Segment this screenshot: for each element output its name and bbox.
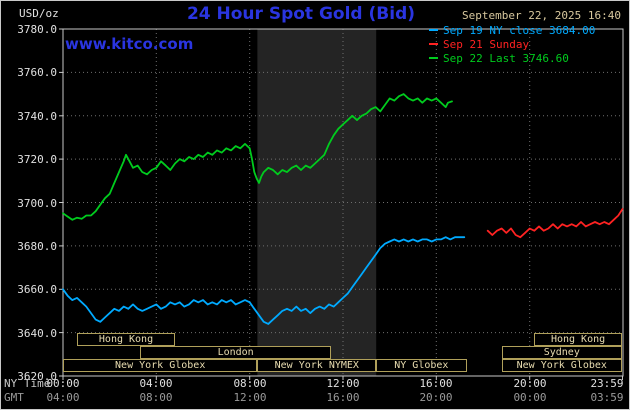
legend-label-sep22: Sep 22 Last 3746.60: [443, 52, 569, 65]
y-tick-label: 3740.0: [17, 110, 57, 123]
ny-time-tick-label: 04:00: [139, 377, 173, 390]
legend-line-swatch-sep21: [429, 43, 438, 45]
gmt-tick-label: 03:59: [590, 391, 624, 404]
chart-legend: Sep 19 NY close 3684.00 Sep 21 Sunday Se…: [429, 24, 595, 66]
y-tick-label: 3780.0: [17, 23, 57, 36]
session-box-new-york-globex: New York Globex: [501, 359, 622, 372]
legend-item-sep22-last: Sep 22 Last 3746.60: [429, 52, 595, 66]
y-tick-label: 3660.0: [17, 283, 57, 296]
legend-item-sep21-sunday: Sep 21 Sunday: [429, 38, 595, 52]
y-tick-label: 3680.0: [17, 240, 57, 253]
plot-border: [62, 28, 624, 377]
y-tick-label: 3700.0: [17, 197, 57, 210]
session-box-new-york-globex: New York Globex: [63, 359, 258, 372]
legend-label-sep19: Sep 19 NY close 3684.00: [443, 24, 596, 37]
units-label: USD/oz: [19, 7, 59, 20]
ny-time-tick-label: 12:00: [326, 377, 360, 390]
nymex-hours-band: [257, 29, 377, 376]
ny-time-tick-label: 16:00: [419, 377, 453, 390]
datetime-label: September 22, 2025 16:40: [462, 9, 621, 22]
ny-time-tick-label: 08:00: [233, 377, 267, 390]
chart-title: 24 Hour Spot Gold (Bid): [186, 4, 416, 24]
kitco-website-link[interactable]: www.kitco.com: [65, 35, 194, 53]
legend-line-swatch-sep19: [429, 29, 438, 31]
y-tick-label: 3640.0: [17, 327, 57, 340]
session-box-hong-kong: Hong Kong: [77, 333, 175, 346]
gmt-tick-label: 04:00: [46, 391, 80, 404]
gmt-tick-label: 00:00: [513, 391, 547, 404]
legend-label-sep21: Sep 21 Sunday: [443, 38, 530, 51]
ny-time-tick-label: 23:59: [590, 377, 624, 390]
session-box-new-york-nymex: New York NYMEX: [257, 359, 377, 372]
series-sep22: [62, 93, 453, 221]
ny-time-tick-label: 20:00: [513, 377, 547, 390]
ny-time-tick-label: 00:00: [46, 377, 80, 390]
y-tick-label: 3620.0: [17, 370, 57, 383]
series-sep21: [486, 208, 624, 239]
series-sep19: [62, 236, 466, 325]
session-box-london: London: [140, 346, 332, 359]
gmt-tick-label: 20:00: [419, 391, 453, 404]
gmt-tick-label: 16:00: [326, 391, 360, 404]
legend-line-swatch-sep22: [429, 57, 438, 59]
y-tick-label: 3720.0: [17, 153, 57, 166]
session-box-hong-kong: Hong Kong: [534, 333, 622, 346]
y-tick-label: 3760.0: [17, 66, 57, 79]
gmt-tick-label: 12:00: [233, 391, 267, 404]
gmt-axis-label: GMT: [4, 391, 24, 404]
ny-time-axis-label: NY Time: [4, 377, 51, 390]
session-box-ny-globex: NY Globex: [376, 359, 467, 372]
legend-item-sep19-close: Sep 19 NY close 3684.00: [429, 24, 595, 38]
gmt-tick-label: 08:00: [139, 391, 173, 404]
session-box-sydney: Sydney: [501, 346, 622, 359]
